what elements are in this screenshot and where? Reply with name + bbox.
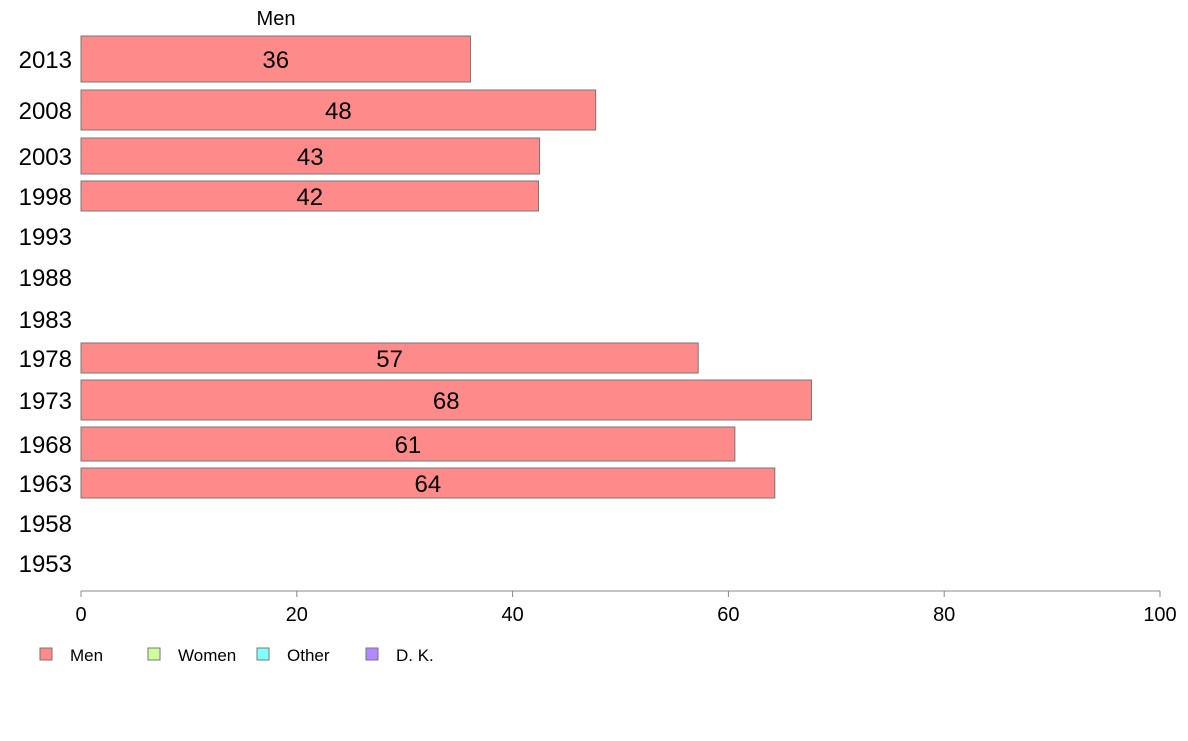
legend-label-other: Other [287,646,330,665]
category-rows: 2013 36 2008 48 2003 43 1998 42 1993 1988 1983 1978… [19,35,812,578]
bar-1998 [80,180,539,212]
category-label-1968: 1968 [19,432,72,459]
bar-1968 [80,426,736,462]
category-label-1993: 1993 [19,224,72,251]
category-label-1988: 1988 [19,265,72,292]
data-label-2008: 48 [325,98,352,125]
data-label-1973: 68 [433,388,460,415]
category-label-1983: 1983 [19,307,72,334]
data-label-2013: 36 [262,47,289,74]
data-label-1963: 64 [415,471,442,498]
legend: Men Women Other D. K. [39,646,434,665]
legend-swatch-men [39,647,53,661]
legend-label-men: Men [70,646,103,665]
legend-label-women: Women [178,646,236,665]
legend-swatch-women [147,647,161,661]
x-tick-label-100: 100 [1143,604,1176,626]
data-label-1998: 42 [296,184,323,211]
category-label-2008: 2008 [19,98,72,125]
category-label-1978: 1978 [19,346,72,373]
category-label-1963: 1963 [19,471,72,498]
bar-1973 [80,379,812,421]
legend-swatch-d-k [365,647,379,661]
bar-1963 [80,467,776,499]
category-label-1953: 1953 [19,551,72,578]
bar-1978 [80,342,699,374]
x-tick-label-40: 40 [501,604,523,626]
x-tick-label-0: 0 [75,604,86,626]
x-axis: 0 20 40 60 80 100 [75,590,1177,626]
bar-2013 [80,35,472,83]
series-title: Men [257,8,296,30]
bar-2008 [80,89,597,131]
data-label-2003: 43 [297,144,324,171]
category-label-1973: 1973 [19,388,72,415]
category-label-1958: 1958 [19,511,72,538]
x-tick-label-20: 20 [286,604,308,626]
data-label-1968: 61 [395,432,422,459]
legend-swatch-other [256,647,270,661]
x-tick-label-80: 80 [933,604,955,626]
legend-label-d-k: D. K. [396,646,434,665]
category-label-2013: 2013 [19,47,72,74]
category-label-1998: 1998 [19,184,72,211]
data-label-1978: 57 [376,346,403,373]
category-label-2003: 2003 [19,144,72,171]
x-tick-label-60: 60 [717,604,739,626]
bar-2003 [80,137,541,175]
